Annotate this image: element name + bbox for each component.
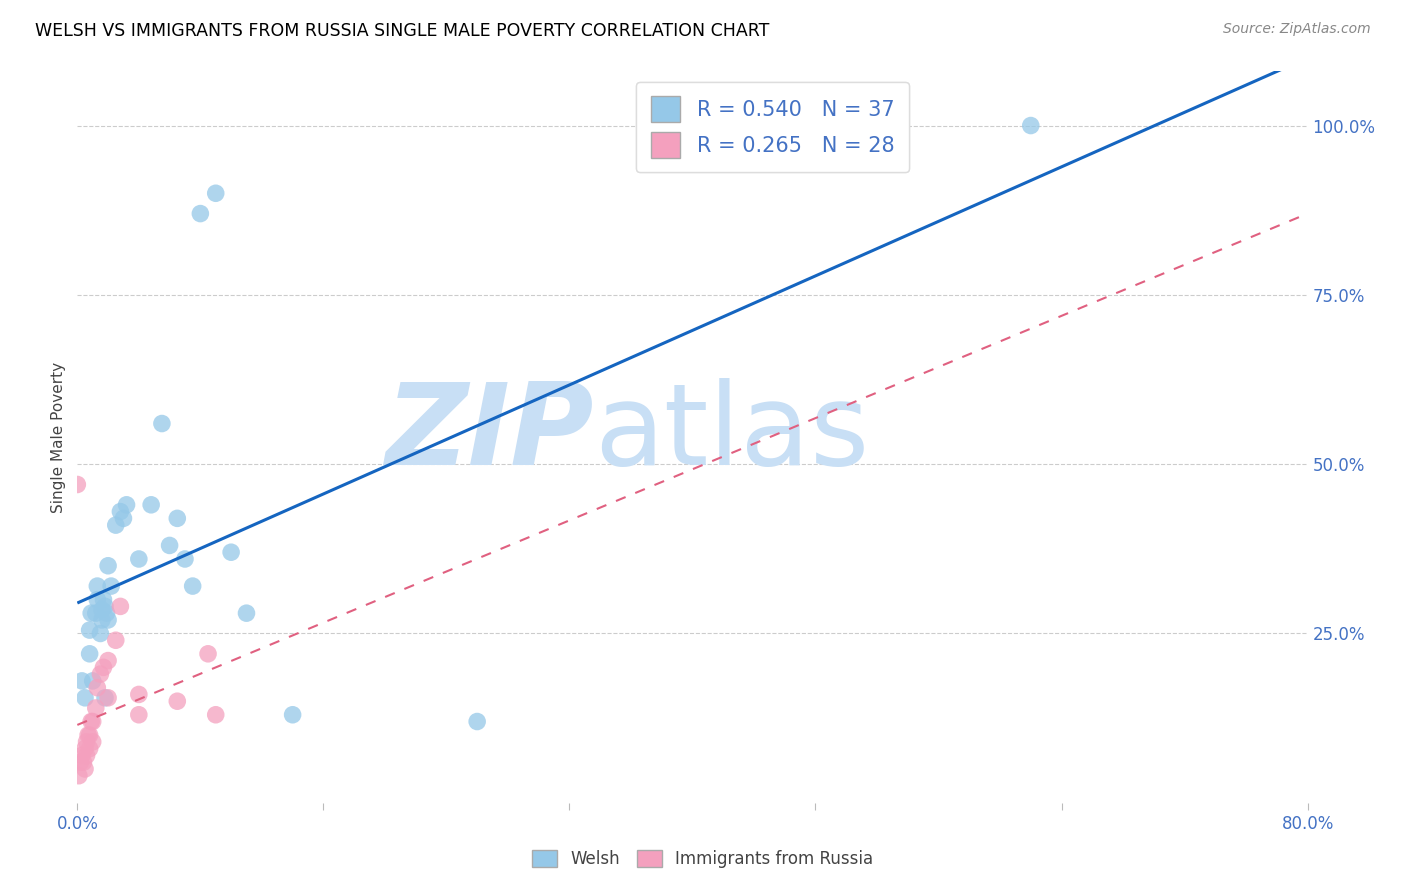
Point	[128, 552, 150, 566]
Point	[70, 748, 93, 763]
Point	[82, 714, 104, 729]
Point	[86, 579, 108, 593]
Text: Source: ZipAtlas.com: Source: ZipAtlas.com	[1223, 22, 1371, 37]
Point	[84, 606, 107, 620]
Point	[69, 755, 91, 769]
Point	[76, 735, 98, 749]
Point	[281, 707, 304, 722]
Text: WELSH VS IMMIGRANTS FROM RUSSIA SINGLE MALE POVERTY CORRELATION CHART: WELSH VS IMMIGRANTS FROM RUSSIA SINGLE M…	[35, 22, 769, 40]
Y-axis label: Single Male Poverty: Single Male Poverty	[51, 361, 66, 513]
Point	[93, 592, 115, 607]
Point	[84, 701, 107, 715]
Point	[66, 477, 89, 491]
Text: atlas: atlas	[595, 378, 869, 489]
Point	[73, 741, 96, 756]
Point	[174, 552, 197, 566]
Point	[76, 748, 98, 763]
Point	[166, 511, 188, 525]
Point	[73, 762, 96, 776]
Point	[150, 417, 173, 431]
Point	[104, 518, 127, 533]
Point	[112, 511, 135, 525]
Point	[90, 603, 114, 617]
Point	[97, 613, 120, 627]
Point	[72, 755, 94, 769]
Point	[79, 647, 101, 661]
Point	[67, 769, 90, 783]
Point	[86, 681, 108, 695]
Point	[110, 505, 132, 519]
Point	[89, 626, 111, 640]
Point	[141, 498, 163, 512]
Point	[97, 690, 120, 705]
Point	[97, 654, 120, 668]
Point	[128, 688, 150, 702]
Point	[79, 623, 101, 637]
Point	[73, 690, 96, 705]
Point	[93, 660, 115, 674]
Point	[110, 599, 132, 614]
Point	[104, 633, 127, 648]
Point	[82, 735, 104, 749]
Point	[97, 558, 120, 573]
Text: ZIP: ZIP	[385, 378, 595, 489]
Point	[94, 599, 117, 614]
Point	[166, 694, 188, 708]
Point	[465, 714, 488, 729]
Point	[90, 613, 114, 627]
Point	[79, 728, 101, 742]
Point	[96, 606, 118, 620]
Point	[77, 728, 100, 742]
Point	[235, 606, 257, 620]
Point	[204, 707, 226, 722]
Point	[204, 186, 226, 201]
Point	[89, 667, 111, 681]
Point	[82, 673, 104, 688]
Point	[79, 741, 101, 756]
Point	[86, 592, 108, 607]
Point	[80, 714, 103, 729]
Point	[70, 673, 93, 688]
Point	[188, 206, 212, 220]
Legend: R = 0.540   N = 37, R = 0.265   N = 28: R = 0.540 N = 37, R = 0.265 N = 28	[636, 82, 908, 172]
Legend: Welsh, Immigrants from Russia: Welsh, Immigrants from Russia	[526, 843, 880, 875]
Point	[219, 545, 242, 559]
Point	[128, 707, 150, 722]
Point	[94, 690, 117, 705]
Point	[197, 647, 219, 661]
Point	[100, 579, 122, 593]
Point	[181, 579, 204, 593]
Point	[80, 606, 103, 620]
Point	[159, 538, 181, 552]
Point	[115, 498, 138, 512]
Point	[1019, 119, 1042, 133]
